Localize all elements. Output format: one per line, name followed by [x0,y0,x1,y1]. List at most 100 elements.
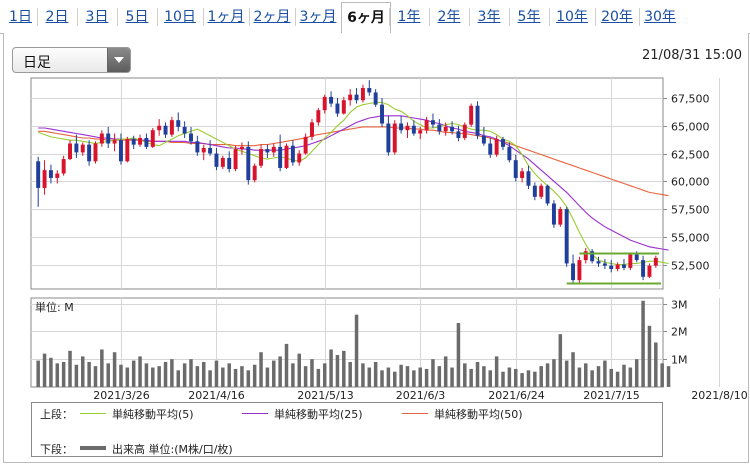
x-tick-label: 2021/5/13 [297,389,353,402]
candle-up [405,125,410,131]
volume-bar [443,356,448,387]
tab-12[interactable]: 3年 [477,9,501,25]
volume-tick-label: 2M [671,326,688,339]
volume-plot-frame [30,297,664,388]
volume-bar [482,366,486,387]
volume-bar [603,360,607,387]
candle-down [182,126,187,134]
volume-bar [252,364,257,387]
volume-unit-label: 単位: M [35,300,74,314]
candle-up [201,147,206,153]
tab-16[interactable]: 30年 [644,9,676,25]
candle-up [233,149,238,170]
candle-up [80,144,85,153]
volume-bar [609,368,613,387]
candle-up [68,143,72,160]
tab-separator [37,8,38,26]
volume-bar [361,363,365,387]
tab-11[interactable]: 2年 [437,9,461,25]
ma25-line [38,115,669,251]
volume-bar [596,366,601,387]
volume-bar [170,359,174,387]
candle-up [392,123,397,153]
candle-period-select[interactable]: 日足 [12,47,131,73]
tab-14[interactable]: 10年 [556,9,588,25]
volume-bar [475,361,480,387]
candle-down [189,133,193,142]
volume-bar [533,371,537,387]
candle-up [125,139,130,162]
candle-down [48,170,53,178]
candle-down [131,139,136,145]
legend-volume: 出来高 単位:(M株/口/枚) [112,443,233,456]
tab-6[interactable]: 1ヶ月 [207,9,245,25]
tab-4[interactable]: 5日 [125,9,149,25]
price-tick-label: 67,500 [671,93,710,106]
volume-bar [654,342,658,387]
x-tick-label: 2021/3/26 [93,389,149,402]
tab-7[interactable]: 2ヶ月 [253,9,291,25]
tab-10[interactable]: 1年 [397,9,421,25]
candle-down [290,145,295,163]
candle-up [494,139,499,155]
volume-bar [450,367,454,387]
ma50-swatch [402,413,428,414]
tab-separator [117,8,118,26]
candle-up [348,94,353,101]
volume-bar [284,343,289,387]
candle-up [112,140,117,144]
candle-down [144,137,149,147]
tab-13[interactable]: 5年 [517,9,541,25]
volume-bar [348,361,352,387]
volume-bar [214,360,219,387]
tab-separator [429,8,430,26]
candle-down [641,260,646,277]
candle-up [539,185,544,197]
volume-bar [144,363,149,387]
candle-down [354,94,359,101]
volume-bar [49,357,53,387]
tab-1[interactable]: 1日 [9,9,32,25]
volume-bar [233,368,238,387]
volume-bar [507,367,512,387]
volume-bar [622,364,626,387]
volume-bar [322,363,327,387]
tab-15[interactable]: 20年 [601,9,633,25]
candle-up [310,122,314,137]
tab-separator [77,8,78,26]
candle-down [437,124,442,132]
volume-bar [55,363,60,387]
candle-down [411,125,416,134]
candle-down [380,104,384,124]
tab-separator [249,8,250,26]
tab-9[interactable]: 6ヶ月 [341,2,391,34]
candle-up [615,264,620,270]
volume-bar [81,356,85,387]
volume-bar [393,371,397,387]
volume-swatch [80,446,106,450]
tab-5[interactable]: 10日 [164,9,196,25]
tab-separator [469,8,470,26]
volume-bar [456,323,461,387]
chevron-down-icon[interactable] [107,48,130,72]
volume-bar [119,364,123,387]
candle-down [329,96,334,104]
candle-down [532,185,537,197]
tab-2[interactable]: 2日 [45,9,69,25]
x-tick-label: 2021/6/24 [488,389,544,402]
tab-3[interactable]: 3日 [85,9,109,25]
candle-down [513,160,518,178]
candle-down [208,147,213,154]
volume-bar [61,361,66,387]
candle-up [628,254,633,268]
tab-separator [595,8,596,26]
candle-up [424,120,429,131]
ma25-swatch [242,413,268,414]
tab-8[interactable]: 3ヶ月 [299,9,337,25]
candle-down [634,254,639,261]
volume-bar [431,359,435,387]
candle-up [297,153,302,163]
volume-bar [189,359,193,387]
volume-bar [221,367,225,387]
candle-down [36,161,41,188]
